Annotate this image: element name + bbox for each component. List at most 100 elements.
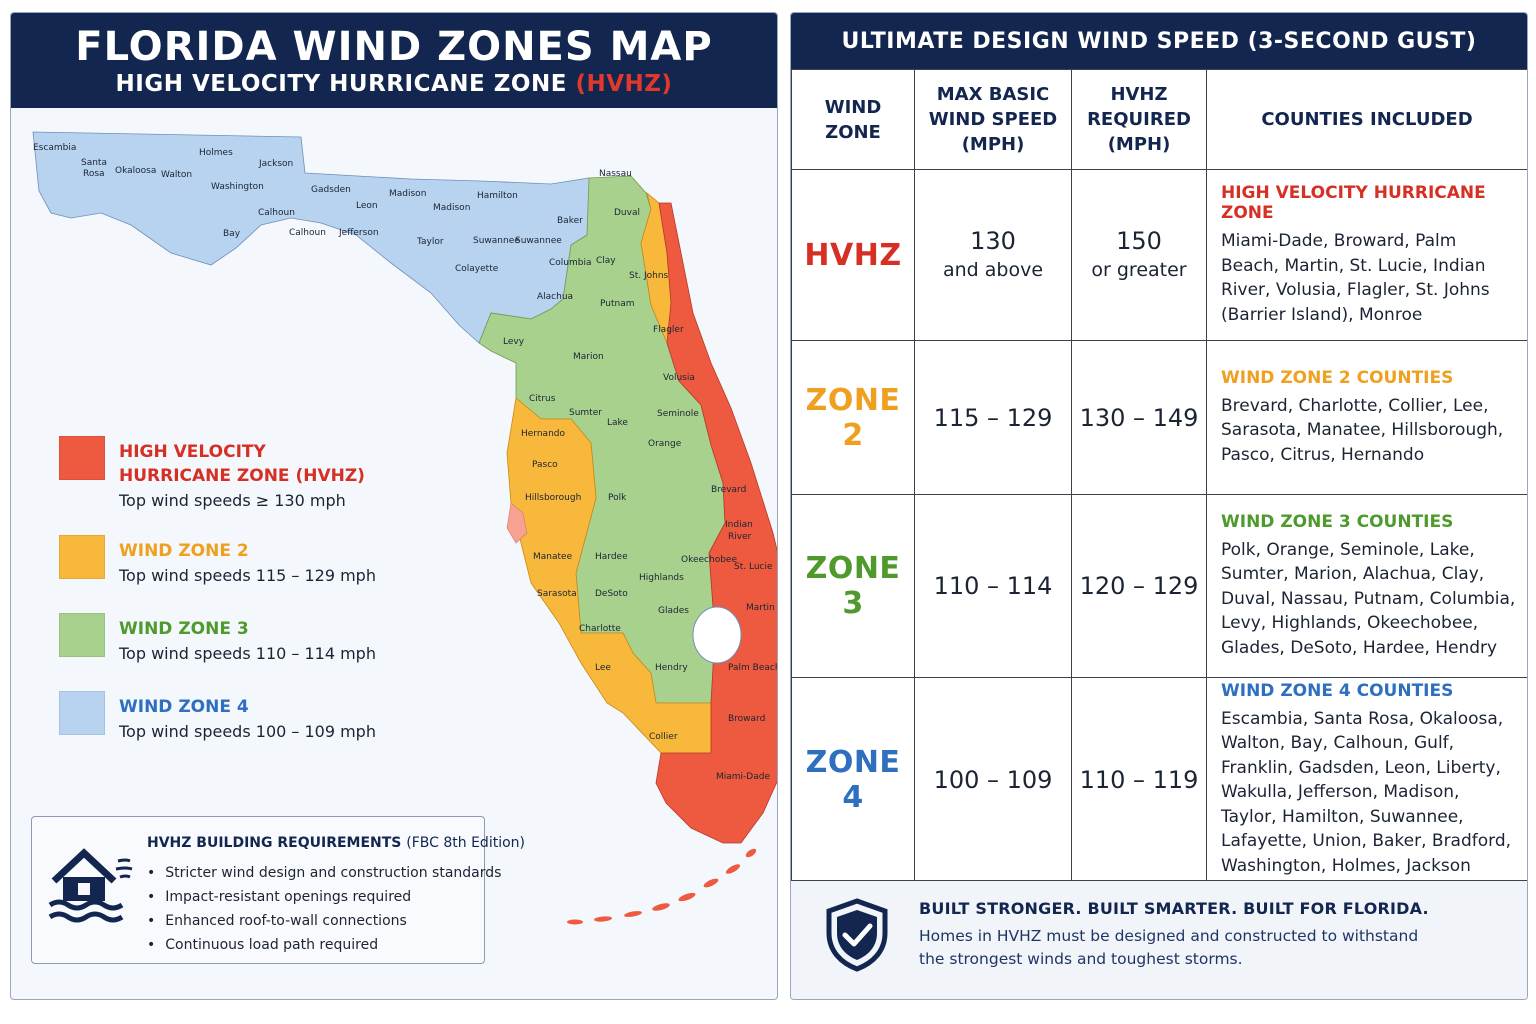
table-row-hvhz: HVHZ 130 and above 150 or greater HIGH V…: [791, 169, 1527, 341]
label-nassau: Nassau: [599, 169, 632, 179]
label-lake: Lake: [607, 418, 628, 428]
requirement-item: Continuous load path required: [147, 933, 501, 957]
table-title: ULTIMATE DESIGN WIND SPEED (3-SECOND GUS…: [791, 13, 1527, 69]
label-duval: Duval: [614, 208, 640, 218]
max-speed-zone4: 100 – 109: [933, 765, 1053, 794]
label-brevard: Brevard: [711, 485, 746, 495]
label-hamilton: Hamilton: [477, 191, 518, 201]
header-max-line1: MAX BASIC: [936, 84, 1050, 105]
label-seminole: Seminole: [657, 409, 699, 419]
header-counties: COUNTIES INCLUDED: [1206, 69, 1527, 170]
label-indian-river-2: River: [728, 532, 752, 542]
label-glades: Glades: [658, 606, 689, 616]
max-speed-hvhz: 130: [970, 227, 1016, 255]
county-heading-zone4: WIND ZONE 4 COUNTIES: [1221, 680, 1454, 701]
zone-label-zone3: ZONE 3: [805, 551, 901, 621]
footer-title: BUILT STRONGER. BUILT SMARTER. BUILT FOR…: [919, 899, 1429, 918]
table-header-row: WIND ZONE MAX BASIC WIND SPEED (MPH) HVH…: [791, 69, 1527, 170]
label-bay: Bay: [223, 229, 241, 239]
label-gadsden: Gadsden: [311, 185, 351, 195]
label-charlotte: Charlotte: [579, 624, 621, 634]
label-suwannee2: Suwannee: [515, 236, 562, 246]
legend-swatch-zone2: [59, 535, 105, 579]
map-region-hvhz-tampa: [506, 502, 528, 544]
label-sumter: Sumter: [569, 408, 602, 418]
label-lafayette: Colayette: [455, 264, 499, 274]
label-hardee: Hardee: [595, 552, 628, 562]
page-subtitle: HIGH VELOCITY HURRICANE ZONE (HVHZ): [11, 69, 777, 99]
label-collier: Collier: [649, 732, 678, 742]
page-title: FLORIDA WIND ZONES MAP: [75, 24, 713, 70]
shield-check-icon: [826, 898, 888, 972]
label-manatee: Manatee: [533, 552, 573, 562]
required-speed-zone4: 110 – 119: [1079, 765, 1199, 794]
label-santa-rosa-2: Rosa: [83, 169, 105, 179]
label-clay: Clay: [596, 256, 616, 266]
label-marion: Marion: [573, 352, 604, 362]
label-baker: Baker: [557, 216, 583, 226]
table-row-zone4: ZONE 4 100 – 109 110 – 119 WIND ZONE 4 C…: [791, 677, 1527, 882]
legend-desc-zone4: Top wind speeds 100 – 109 mph: [119, 722, 376, 741]
legend-desc-hvhz: Top wind speeds ≥ 130 mph: [119, 491, 346, 510]
label-leon: Leon: [356, 201, 378, 211]
legend-title-hvhz-1: HIGH VELOCITY: [119, 442, 266, 462]
footer-text: Homes in HVHZ must be designed and const…: [919, 927, 1419, 968]
label-jackson: Jackson: [258, 159, 293, 169]
label-flagler: Flagler: [653, 325, 684, 335]
required-speed-hvhz: 150: [1116, 227, 1162, 255]
wind-speed-table-panel: ULTIMATE DESIGN WIND SPEED (3-SECOND GUS…: [790, 12, 1528, 1000]
hvhz-requirements-box: HVHZ BUILDING REQUIREMENTS (FBC 8th Edit…: [31, 816, 525, 964]
requirement-item: Impact-resistant openings required: [147, 885, 501, 909]
lake-okeechobee: [692, 606, 742, 664]
max-speed-zone3: 110 – 114: [933, 572, 1053, 600]
label-holmes: Holmes: [199, 148, 233, 158]
label-okeechobee: Okeechobee: [681, 555, 737, 565]
label-st-lucie: St. Lucie: [734, 562, 773, 572]
label-levy: Levy: [503, 337, 525, 347]
label-miami-dade: Miami-Dade: [716, 772, 770, 782]
label-citrus: Citrus: [529, 394, 556, 404]
label-escambia: Escambia: [33, 143, 76, 153]
label-palm-beach: Palm Beach: [728, 663, 778, 673]
florida-keys: [567, 848, 757, 925]
header-max-line2: WIND SPEED: [928, 109, 1058, 130]
label-putnam: Putnam: [600, 299, 635, 309]
requirements-title-text: HVHZ BUILDING REQUIREMENTS: [147, 835, 402, 851]
label-pasco: Pasco: [532, 460, 558, 470]
label-st-johns: St. Johns: [629, 271, 669, 281]
map-region-hvhz-coast: [655, 202, 777, 844]
label-volusia: Volusia: [663, 373, 695, 383]
required-speed-hvhz-note: or greater: [1091, 259, 1187, 281]
zone-label-zone2: ZONE 2: [805, 382, 901, 453]
requirements-list: Stricter wind design and construction st…: [147, 861, 501, 957]
subtitle-highlight: (HVHZ): [575, 71, 673, 97]
county-list-zone2: Brevard, Charlotte, Collier, Lee, Saraso…: [1221, 395, 1504, 465]
legend-swatch-zone3: [59, 613, 105, 657]
label-calhoun: Calhoun: [289, 228, 326, 238]
requirement-item: Stricter wind design and construction st…: [147, 861, 501, 885]
county-labels: Escambia Santa Rosa Okaloosa Walton Holm…: [33, 143, 778, 782]
label-desoto: DeSoto: [595, 589, 628, 599]
county-list-zone4: Escambia, Santa Rosa, Okaloosa, Walton, …: [1221, 708, 1512, 876]
house-flood-icon: [48, 848, 133, 923]
header-zone-line1: WIND: [824, 96, 882, 118]
label-highlands: Highlands: [639, 573, 684, 583]
zone-label-hvhz: HVHZ: [804, 237, 902, 273]
footer-banner: BUILT STRONGER. BUILT SMARTER. BUILT FOR…: [791, 880, 1527, 999]
county-list-zone3: Polk, Orange, Seminole, Lake, Sumter, Ma…: [1221, 539, 1516, 658]
label-santa-rosa-1: Santa: [81, 158, 107, 168]
legend-title-hvhz-2: HURRICANE ZONE (HVHZ): [119, 466, 365, 486]
label-indian-river-1: Indian: [725, 520, 753, 530]
label-okaloosa: Okaloosa: [115, 166, 156, 176]
legend-swatch-hvhz: [59, 436, 105, 480]
label-washington: Washington: [211, 182, 264, 192]
label-jefferson: Jefferson: [338, 228, 379, 238]
label-walton: Walton: [161, 170, 192, 180]
county-list-hvhz: Miami-Dade, Broward, Palm Beach, Martin,…: [1221, 231, 1490, 325]
label-broward: Broward: [728, 714, 765, 724]
table-row-zone2: ZONE 2 115 – 129 130 – 149 WIND ZONE 2 C…: [791, 340, 1527, 495]
label-columbia: Columbia: [549, 258, 592, 268]
legend-swatch-zone4: [59, 691, 105, 735]
header-hvhz-required: HVHZ REQUIRED (MPH): [1071, 69, 1207, 170]
legend-title-zone4: WIND ZONE 4: [119, 697, 249, 717]
